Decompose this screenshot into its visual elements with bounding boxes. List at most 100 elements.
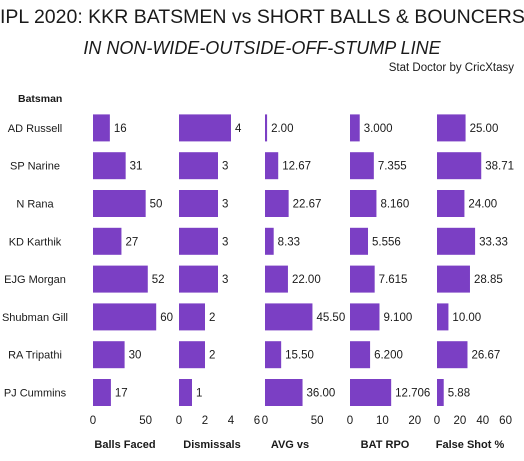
bar-false-shot- [437,265,470,293]
tick-label: 0 [90,415,96,427]
row-label: N Rana [16,199,54,211]
bar-false-shot- [437,379,444,406]
bar-false-shot- [437,114,466,142]
bar-bat-rpo [350,227,369,255]
value-label: 6.200 [374,350,403,362]
chart-subtitle: IN NON-WIDE-OUTSIDE-OFF-STUMP LINE [83,38,441,58]
tick-label: 0 [262,415,268,427]
bar-bat-rpo [350,303,380,331]
tick-label: 60 [499,415,512,427]
tick-label: 0 [347,415,353,427]
value-label: 7.615 [379,274,408,286]
panel-title: Dismissals [183,439,240,451]
bar-avg-vs [265,379,303,406]
value-label: 28.85 [474,274,503,286]
tick-label: 0 [434,415,440,427]
value-label: 52 [152,274,165,286]
panel-title: False Shot % [436,439,505,451]
bar-dismissals [179,341,205,369]
bar-false-shot- [437,227,476,255]
tick-label: 6 [254,415,260,427]
tick-label: 2 [202,415,208,427]
tick-label: 50 [139,415,152,427]
value-label: 36.00 [307,388,336,400]
bar-avg-vs [265,227,274,255]
value-label: 24.00 [468,199,497,211]
credit-text: Stat Doctor by CricXtasy [388,62,514,74]
bar-balls-faced [93,190,146,217]
bar-false-shot- [437,190,465,217]
value-label: 22.00 [292,274,321,286]
bar-balls-faced [93,379,111,406]
value-label: 3 [222,236,228,248]
value-label: 2.00 [271,123,293,135]
panel-title: Balls Faced [94,439,155,451]
bar-avg-vs [265,190,289,217]
value-label: 4 [235,123,242,135]
value-label: 3 [222,161,228,173]
value-label: 8.33 [278,236,300,248]
value-label: 5.556 [372,236,401,248]
tick-label: 20 [453,415,466,427]
value-label: 3 [222,274,228,286]
row-label: PJ Cummins [4,388,67,400]
bar-balls-faced [93,303,157,331]
value-label: 3.000 [364,123,393,135]
value-label: 12.706 [395,388,430,400]
value-label: 26.67 [471,350,500,362]
bar-bat-rpo [350,341,371,369]
tick-label: 20 [408,415,421,427]
bar-false-shot- [437,303,449,331]
panel-title: AVG vs [271,439,309,451]
bar-dismissals [179,265,218,293]
bar-bat-rpo [350,265,375,293]
bar-avg-vs [265,265,288,293]
row-label: Shubman Gill [2,312,68,324]
bar-dismissals [179,152,218,180]
bar-false-shot- [437,152,482,180]
row-label: AD Russell [8,123,62,135]
value-label: 30 [129,350,142,362]
value-label: 3 [222,199,228,211]
bar-avg-vs [265,114,268,142]
tick-label: 10 [376,415,389,427]
tick-label: 40 [476,415,489,427]
tick-label: 0 [176,415,182,427]
row-header: Batsman [18,93,63,105]
row-label: EJG Morgan [4,274,66,286]
bar-bat-rpo [350,379,392,406]
value-label: 31 [130,161,143,173]
bar-dismissals [179,190,218,217]
value-label: 5.88 [448,388,470,400]
chart-title: IPL 2020: KKR BATSMEN vs SHORT BALLS & B… [0,6,524,28]
row-label: RA Tripathi [8,350,62,362]
value-label: 2 [209,350,215,362]
bar-dismissals [179,114,231,142]
row-label: KD Karthik [9,236,62,248]
bar-avg-vs [265,341,282,369]
value-label: 38.71 [485,161,514,173]
value-label: 22.67 [293,199,322,211]
value-label: 50 [150,199,163,211]
bar-balls-faced [93,114,110,142]
value-label: 17 [115,388,128,400]
value-label: 60 [160,312,173,324]
tick-label: 50 [311,415,324,427]
bar-dismissals [179,227,218,255]
bar-false-shot- [437,341,468,369]
bar-bat-rpo [350,190,377,217]
bar-dismissals [179,379,192,406]
value-label: 45.50 [316,312,345,324]
value-label: 25.00 [470,123,499,135]
bar-balls-faced [93,152,126,180]
bar-dismissals [179,303,205,331]
bar-balls-faced [93,341,125,369]
bar-bat-rpo [350,114,360,142]
value-label: 15.50 [285,350,314,362]
value-label: 27 [125,236,138,248]
value-label: 16 [114,123,127,135]
tick-label: 4 [228,415,235,427]
value-label: 10.00 [452,312,481,324]
bar-avg-vs [265,152,279,180]
